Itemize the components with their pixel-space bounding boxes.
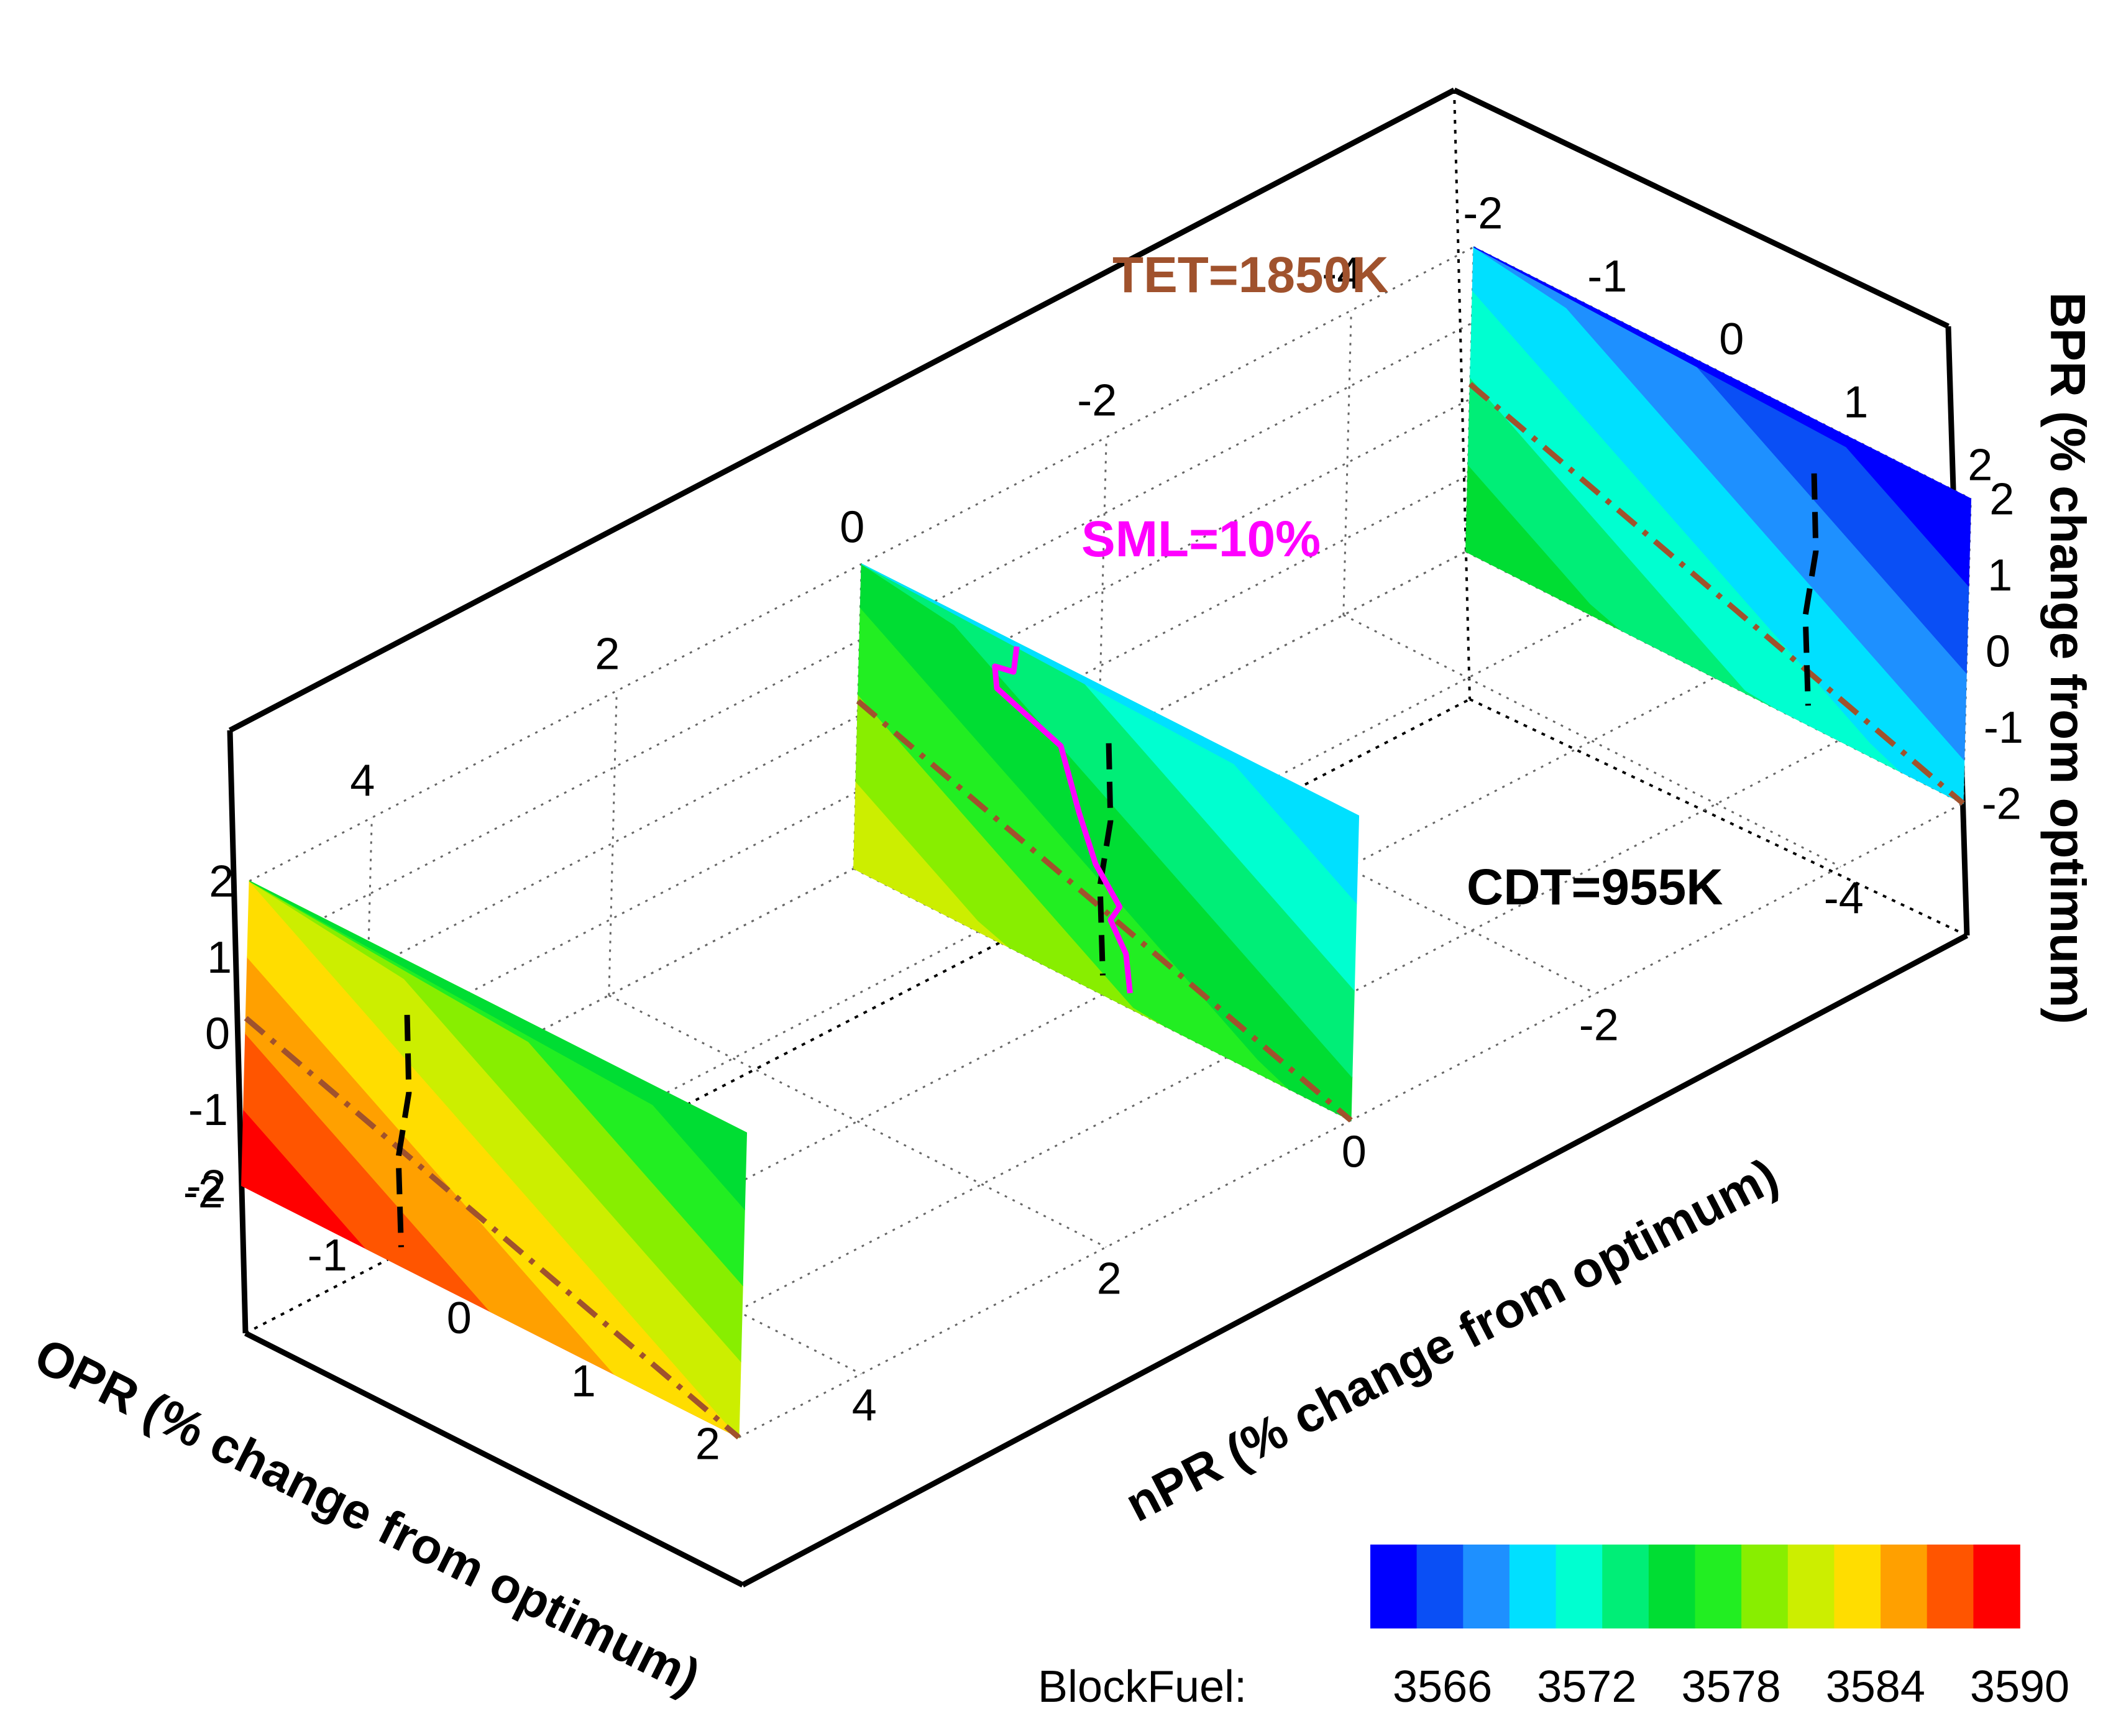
y-axis-title: nPR (% change from optimum)	[1117, 1147, 1787, 1532]
y-tick-label-top: 2	[595, 630, 620, 679]
y-tick-label: 2	[1097, 1254, 1122, 1304]
box-edge-back-vertical	[1453, 90, 1471, 700]
colorbar-cell	[1602, 1545, 1649, 1628]
x-tick-label-top: -2	[1463, 189, 1503, 239]
x-tick-label: 1	[571, 1356, 596, 1406]
tick-labels: -2-1012420-2-4420-2-4-2-1012210-1-2210-1…	[183, 189, 2023, 1469]
cdt-label: CDT=955K	[1467, 859, 1723, 916]
x-tick-label-top: 1	[1843, 377, 1868, 427]
tet-constraint-line	[1468, 382, 1965, 806]
tet-label: TET=1850K	[1112, 247, 1388, 303]
x-tick-label: -2	[183, 1168, 223, 1218]
gridline-back-npr	[608, 691, 618, 996]
y-tick-label: 0	[1342, 1127, 1367, 1177]
gridline-floor-npr	[608, 994, 1107, 1248]
colorbar-cell	[1509, 1545, 1557, 1628]
y-tick-label: -2	[1579, 1001, 1619, 1050]
colorbar-cell	[1834, 1545, 1881, 1628]
y-tick-label: -4	[1824, 874, 1864, 924]
sml-label: SML=10%	[1081, 511, 1321, 567]
gridline-back-npr	[363, 817, 373, 1123]
x-tick-label-top: 2	[1968, 441, 1992, 490]
box-edge-right-bottom	[741, 933, 1969, 1587]
x-tick-label: 0	[447, 1293, 472, 1343]
z-tick-label-right: 0	[1986, 627, 2010, 677]
z-tick-label-right: -2	[1982, 779, 2022, 829]
colorbar-cell	[1370, 1545, 1418, 1628]
colorbar-tick-label: 3590	[1970, 1662, 2069, 1712]
sml-constraint-line	[992, 646, 1133, 994]
tet-constraint-line	[856, 699, 1353, 1123]
box-edge-left-vertical	[227, 730, 249, 1334]
gridline-back-npr	[1097, 437, 1107, 742]
colorbar-cell	[1695, 1545, 1742, 1628]
x-tick-label-top: 0	[1719, 315, 1744, 364]
y-tick-label-top: -2	[1077, 376, 1117, 426]
colorbar-cell	[1416, 1545, 1464, 1628]
colorbar-tick-label: 3566	[1393, 1662, 1492, 1712]
colorbar-tick-label: 3572	[1537, 1662, 1636, 1712]
colorbar-cell	[1973, 1545, 2020, 1628]
y-tick-label-top: 4	[350, 756, 375, 806]
constraint-lines	[244, 382, 1965, 1440]
colorbar-cell	[1556, 1545, 1603, 1628]
colorbar-cell	[1463, 1545, 1510, 1628]
x-tick-label: -1	[308, 1231, 347, 1280]
z-axis-title: BPR (% change from optimum)	[2040, 292, 2096, 1024]
box-edge-top-right	[1453, 87, 1950, 329]
x-tick-label: 2	[695, 1420, 720, 1469]
box-edge-floor-right	[1469, 698, 1968, 937]
colorbar-cell	[1881, 1545, 1928, 1628]
z-tick-label: 2	[209, 857, 234, 907]
z-tick-label: -2	[186, 1162, 226, 1211]
colorbar-title: BlockFuel:	[1038, 1662, 1247, 1712]
contour-band	[249, 880, 748, 1210]
y-tick-label-top: -4	[1322, 249, 1362, 299]
colorbar: BlockFuel: 3566 3572 3578 3584 3590	[1038, 1545, 2069, 1712]
gridline-floor-npr	[1343, 614, 1841, 868]
contour-band	[861, 563, 1360, 904]
gridline-back-npr	[1342, 310, 1352, 615]
z-tick-label: 0	[205, 1009, 230, 1059]
z-tick-label: -1	[188, 1085, 228, 1135]
slice-npr-5	[241, 879, 748, 1439]
y-tick-label: 4	[852, 1381, 877, 1431]
cdt-constraint-line	[395, 1014, 412, 1247]
colorbar-cell	[1648, 1545, 1696, 1628]
z-tick-label-right: 1	[1987, 551, 2012, 600]
x-tick-label-top: -1	[1587, 252, 1627, 301]
colorbar-tick-label: 3578	[1682, 1662, 1781, 1712]
colorbar-tick-labels: 3566 3572 3578 3584 3590	[1393, 1662, 2069, 1712]
z-tick-label: 1	[207, 933, 232, 983]
colorbar-cells	[1370, 1545, 2020, 1628]
z-tick-label-right: 2	[1989, 475, 2014, 525]
colorbar-cell	[1927, 1545, 1974, 1628]
colorbar-cell	[1787, 1545, 1835, 1628]
box-edge-front-bottom	[244, 1330, 745, 1588]
tet-constraint-line	[244, 1016, 741, 1440]
colorbar-tick-label: 3584	[1826, 1662, 1925, 1712]
slice-npr-minus-5	[1465, 246, 1972, 804]
contour-band	[1473, 246, 1972, 587]
box-edge-top-back	[228, 88, 1456, 733]
slices	[241, 246, 1972, 1439]
cdt-constraint-line	[1097, 743, 1114, 976]
y-tick-label-top: 0	[840, 503, 864, 553]
cdt-constraint-line	[1802, 473, 1819, 706]
z-tick-label-right: -1	[1984, 703, 2023, 753]
colorbar-cell	[1741, 1545, 1789, 1628]
